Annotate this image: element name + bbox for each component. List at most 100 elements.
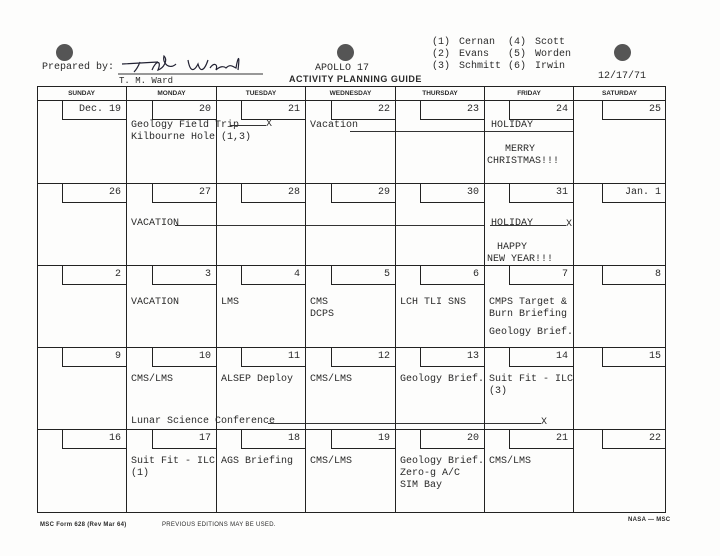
span-line — [350, 131, 485, 132]
calendar-entry: (3) — [489, 386, 508, 397]
date-label: 28 — [241, 184, 305, 203]
header-divider — [37, 100, 666, 101]
date-label: 23 — [420, 101, 484, 120]
day-cell: 11 — [217, 348, 306, 430]
date-label: 20 — [420, 430, 484, 449]
date-label: 18 — [241, 430, 305, 449]
day-cell: 21 — [485, 430, 574, 513]
date-label: 26 — [62, 184, 126, 203]
date-label: 31 — [509, 184, 573, 203]
day-cell: 13 — [396, 348, 485, 430]
calendar-entry: DCPS — [310, 309, 335, 320]
day-cell: 12 — [306, 348, 396, 430]
date-label: 22 — [602, 430, 666, 449]
date-label: 29 — [331, 184, 395, 203]
span-line — [175, 225, 485, 226]
date-label: 17 — [152, 430, 216, 449]
day-cell: 27 — [127, 184, 217, 266]
calendar-entry: Kilbourne Hole (1,3) — [131, 132, 252, 143]
crew-number: (6) — [508, 61, 527, 72]
crew-name: Schmitt — [459, 61, 502, 72]
day-cell: 23 — [396, 101, 485, 184]
weekday-friday: FRIDAY — [485, 86, 574, 101]
calendar-entry: CMS/LMS — [310, 456, 353, 467]
date-label: 16 — [62, 430, 126, 449]
day-cell: 3 — [127, 266, 217, 348]
date-label: 14 — [509, 348, 573, 367]
prepared-by-label: Prepared by: — [42, 62, 115, 73]
crew-number: (4) — [508, 37, 527, 48]
calendar-entry: HAPPY — [497, 242, 528, 253]
day-cell: 5 — [306, 266, 396, 348]
calendar-entry: CMS/LMS — [131, 374, 174, 385]
calendar-entry: VACATION — [131, 297, 180, 308]
span-line — [230, 125, 266, 126]
calendar-entry: MERRY — [505, 144, 536, 155]
span-line — [490, 225, 566, 226]
date-label: 12 — [331, 348, 395, 367]
date-label: 13 — [420, 348, 484, 367]
date-label: 10 — [152, 348, 216, 367]
day-cell: 29 — [306, 184, 396, 266]
form-number: MSC Form 628 (Rev Mar 64) — [40, 522, 127, 528]
date-label: 21 — [509, 430, 573, 449]
calendar-entry: VACATION — [131, 218, 180, 229]
span-line — [268, 423, 541, 424]
calendar-grid — [37, 86, 666, 513]
crew-name: Scott — [535, 37, 566, 48]
calendar-entry: SIM Bay — [400, 480, 443, 491]
day-cell: 31 — [485, 184, 574, 266]
signature — [118, 54, 263, 75]
day-cell: 21 — [217, 101, 306, 184]
day-cell: 17 — [127, 430, 217, 513]
binder-hole — [56, 44, 73, 61]
date-label: 3 — [152, 266, 216, 285]
day-cell: 26 — [37, 184, 127, 266]
day-cell: 6 — [396, 266, 485, 348]
day-cell: 14 — [485, 348, 574, 430]
weekday-wednesday: WEDNESDAY — [306, 86, 396, 101]
crew-name: Evans — [459, 49, 490, 60]
day-cell: 9 — [37, 348, 127, 430]
date-label: Dec. 19 — [62, 101, 126, 120]
day-cell: Dec. 19 — [37, 101, 127, 184]
date-label: 27 — [152, 184, 216, 203]
calendar-entry: Burn Briefing — [489, 309, 568, 320]
day-cell: 7 — [485, 266, 574, 348]
crew-number: (3) — [432, 61, 451, 72]
calendar-entry: ALSEP Deploy — [221, 374, 294, 385]
day-cell: 22 — [306, 101, 396, 184]
crew-name: Worden — [535, 49, 572, 60]
day-cell: 10 — [127, 348, 217, 430]
day-cell: 25 — [574, 101, 666, 184]
crew-number: (2) — [432, 49, 451, 60]
edition-note: PREVIOUS EDITIONS MAY BE USED. — [162, 522, 276, 528]
date-label: 30 — [420, 184, 484, 203]
calendar-entry: Geology Brief. — [400, 374, 485, 385]
weekday-monday: MONDAY — [127, 86, 217, 101]
span-end-mark: X — [266, 119, 273, 130]
day-cell: 4 — [217, 266, 306, 348]
date-label: 21 — [241, 101, 305, 120]
span-line — [485, 131, 574, 132]
day-cell: 18 — [217, 430, 306, 513]
date-label: 25 — [602, 101, 666, 120]
day-cell: 15 — [574, 348, 666, 430]
calendar-entry: Lunar Science Conference — [131, 416, 276, 427]
binder-hole — [337, 44, 354, 61]
day-cell: 16 — [37, 430, 127, 513]
day-cell: 8 — [574, 266, 666, 348]
day-cell: 20 — [127, 101, 217, 184]
document-date: 12/17/71 — [598, 71, 647, 82]
binder-hole — [614, 44, 631, 61]
date-label: 9 — [62, 348, 126, 367]
day-cell: 2 — [37, 266, 127, 348]
calendar-entry: CMS — [310, 297, 329, 308]
date-label: 11 — [241, 348, 305, 367]
calendar-entry: HOLIDAY — [491, 218, 534, 229]
calendar-entry: (1) — [131, 468, 150, 479]
date-label: 5 — [331, 266, 395, 285]
calendar-entry: Geology Field Trip — [131, 120, 240, 131]
day-cell: Jan. 1 — [574, 184, 666, 266]
